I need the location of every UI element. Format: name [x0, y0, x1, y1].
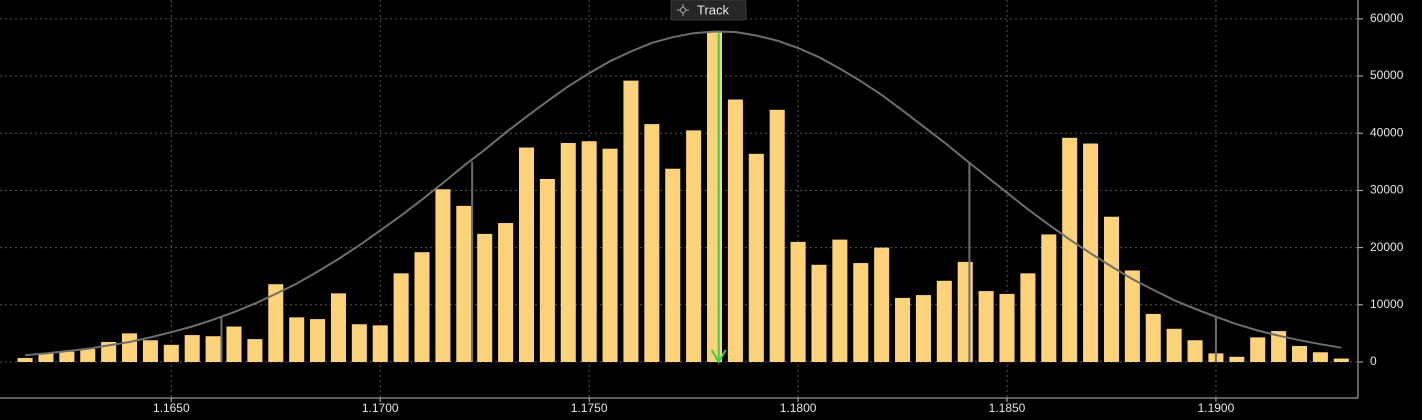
y-tick-label: 10000 — [1370, 297, 1404, 311]
bar — [581, 141, 597, 362]
bar — [226, 326, 242, 362]
bar — [414, 252, 430, 362]
bar — [1312, 352, 1328, 362]
y-tick-label: 60000 — [1370, 11, 1404, 25]
bar — [1020, 273, 1036, 362]
bar — [936, 280, 952, 362]
bar — [706, 31, 723, 362]
bar — [748, 153, 764, 362]
bar — [38, 353, 54, 362]
bar — [790, 241, 806, 362]
x-tick-label: 1.1850 — [989, 401, 1026, 415]
bar — [874, 247, 890, 362]
y-tick-label: 20000 — [1370, 240, 1404, 254]
y-tick-label: 40000 — [1370, 125, 1404, 139]
bar — [310, 319, 326, 362]
y-tick-label: 0 — [1370, 354, 1377, 368]
bar — [811, 264, 827, 362]
bar — [539, 178, 555, 362]
bar — [727, 99, 743, 362]
bar — [435, 189, 451, 362]
bar — [1187, 340, 1203, 362]
bar — [895, 297, 911, 362]
bar — [142, 340, 158, 362]
bar — [1271, 331, 1287, 362]
x-tick-label: 1.1650 — [153, 401, 190, 415]
x-tick-label: 1.1800 — [780, 401, 817, 415]
bar — [351, 324, 367, 362]
track-button-bg[interactable] — [670, 0, 747, 21]
bar — [518, 147, 535, 362]
bar — [957, 261, 973, 362]
track-button[interactable]: Track — [670, 0, 747, 21]
bar — [978, 291, 994, 362]
bar — [623, 80, 639, 362]
bar — [80, 348, 96, 362]
bar — [915, 295, 931, 362]
reference-arrow — [710, 349, 727, 364]
y-tick-label: 30000 — [1370, 183, 1404, 197]
bar — [1166, 328, 1182, 362]
bar — [769, 109, 785, 362]
bar — [59, 351, 75, 362]
bar — [1229, 356, 1245, 362]
bar — [686, 130, 702, 362]
bar — [1124, 270, 1140, 362]
bar — [1103, 216, 1119, 362]
bar — [1145, 313, 1161, 362]
fit-curve — [25, 30, 1342, 357]
bar — [1062, 137, 1078, 362]
bar — [372, 325, 388, 362]
bar — [289, 317, 305, 362]
bar — [1041, 234, 1057, 362]
crosshair-icon — [677, 4, 689, 16]
bar — [644, 124, 660, 362]
bar — [17, 357, 33, 362]
bar — [560, 142, 576, 362]
bar — [1333, 358, 1349, 362]
bar — [330, 293, 346, 362]
bar — [205, 336, 221, 362]
bar — [268, 284, 284, 362]
bar — [602, 148, 618, 362]
x-tick-label: 1.1750 — [571, 401, 608, 415]
bar — [1291, 345, 1308, 362]
bar — [393, 273, 409, 362]
x-tick-label: 1.1700 — [362, 401, 399, 415]
bar — [853, 263, 869, 362]
bar — [122, 333, 138, 362]
bar — [498, 223, 514, 362]
x-tick-label: 1.1900 — [1198, 401, 1235, 415]
bar — [184, 335, 200, 362]
bar — [477, 233, 493, 362]
bar — [832, 239, 848, 362]
track-button-label[interactable]: Track — [697, 2, 730, 17]
y-tick-label: 50000 — [1370, 68, 1404, 82]
bar — [665, 168, 681, 362]
bar — [247, 339, 263, 362]
bar — [999, 293, 1015, 362]
bar — [163, 344, 179, 362]
bar — [1250, 337, 1266, 362]
bar — [456, 205, 472, 362]
